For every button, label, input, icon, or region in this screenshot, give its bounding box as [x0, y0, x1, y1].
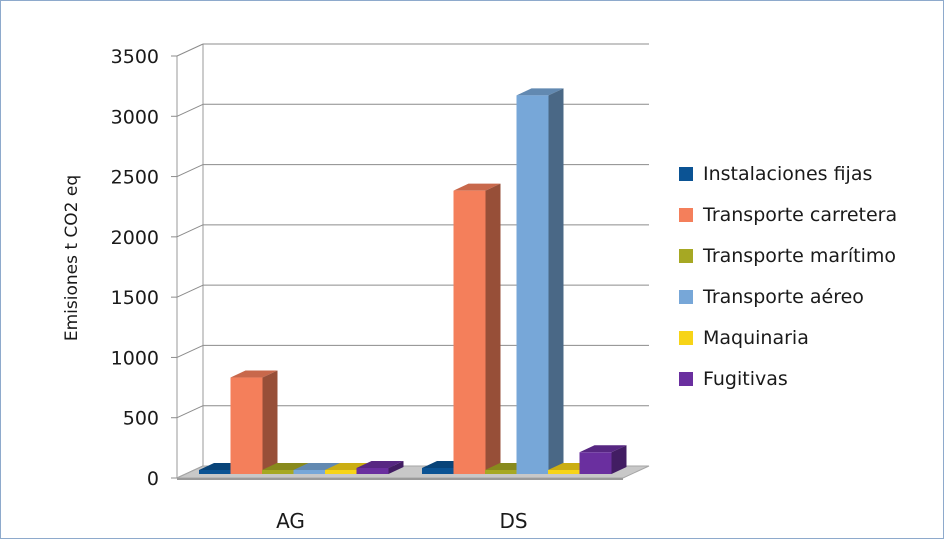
bar-front	[199, 470, 231, 474]
gridline-side	[176, 344, 204, 358]
legend-label: Transporte marítimo	[702, 245, 896, 267]
y-tick-label: 3500	[111, 46, 159, 68]
x-category-label: AG	[276, 509, 305, 533]
bar-front	[293, 470, 326, 474]
bar-front	[356, 467, 389, 474]
y-tick-label: 3000	[111, 106, 159, 128]
y-axis-label: Emisiones t CO2 eq	[62, 175, 82, 341]
bar-ds-4	[516, 88, 564, 475]
legend-swatch	[679, 249, 693, 263]
bar-front	[325, 470, 357, 474]
gridline-side	[176, 43, 204, 57]
legend-label: Instalaciones fijas	[703, 163, 872, 185]
bar-ds-6	[579, 445, 627, 474]
y-axis-ticks: 0 500 1000 1500 2000 2500 3000 3500	[111, 46, 177, 490]
bar-top	[579, 445, 627, 453]
bar-side	[611, 445, 627, 474]
bar-ag-2	[230, 370, 278, 474]
y-tick-label: 1500	[111, 287, 159, 309]
legend-label: Transporte aéreo	[702, 286, 864, 308]
gridline-side	[176, 164, 204, 178]
y-tick-label: 500	[123, 408, 159, 430]
bar-front	[422, 467, 454, 474]
bar-front	[230, 377, 263, 474]
legend-label: Fugitivas	[703, 368, 788, 390]
bar-top	[453, 183, 501, 191]
bar-side	[485, 183, 501, 474]
bar-side	[388, 460, 404, 474]
gridline-side	[176, 103, 204, 117]
bar-front	[579, 452, 612, 474]
bar-front	[516, 95, 549, 475]
gridline-side	[176, 405, 204, 419]
x-category-label: DS	[499, 509, 527, 533]
legend-item: Transporte marítimo	[679, 245, 896, 267]
bar-front	[548, 470, 580, 474]
floor-edge	[177, 478, 623, 480]
y-tick-label: 2000	[111, 227, 159, 249]
legend-item: Fugitivas	[679, 368, 788, 390]
bar-front	[262, 470, 294, 474]
legend-item: Instalaciones fijas	[679, 163, 872, 185]
bar-top	[230, 370, 278, 378]
legend: Instalaciones fijas Transporte carretera T…	[679, 163, 897, 390]
bar-side	[548, 88, 564, 475]
legend-label: Transporte carretera	[702, 204, 897, 226]
legend-swatch	[679, 208, 693, 222]
legend-swatch	[679, 290, 693, 304]
bar-ds-2	[453, 183, 501, 474]
bar-top	[356, 460, 404, 468]
gridline-side	[176, 284, 204, 298]
legend-swatch	[679, 167, 693, 181]
bar-side	[262, 370, 278, 474]
bar-front	[485, 470, 517, 474]
legend-item: Maquinaria	[679, 327, 809, 349]
bars	[199, 88, 627, 475]
bar-top	[516, 88, 564, 96]
legend-item: Transporte carretera	[679, 204, 897, 226]
gridline-side	[176, 224, 204, 238]
bar-front	[453, 190, 486, 474]
chart-walls	[176, 44, 204, 479]
y-tick-label: 2500	[111, 167, 159, 189]
legend-swatch	[679, 372, 693, 386]
legend-item: Transporte aéreo	[679, 286, 864, 308]
legend-label: Maquinaria	[703, 327, 809, 349]
x-axis-categories: AG DS	[276, 509, 527, 533]
y-tick-label: 0	[147, 468, 159, 490]
legend-swatch	[679, 331, 693, 345]
y-tick-label: 1000	[111, 347, 159, 369]
bar-ag-6	[356, 460, 404, 474]
